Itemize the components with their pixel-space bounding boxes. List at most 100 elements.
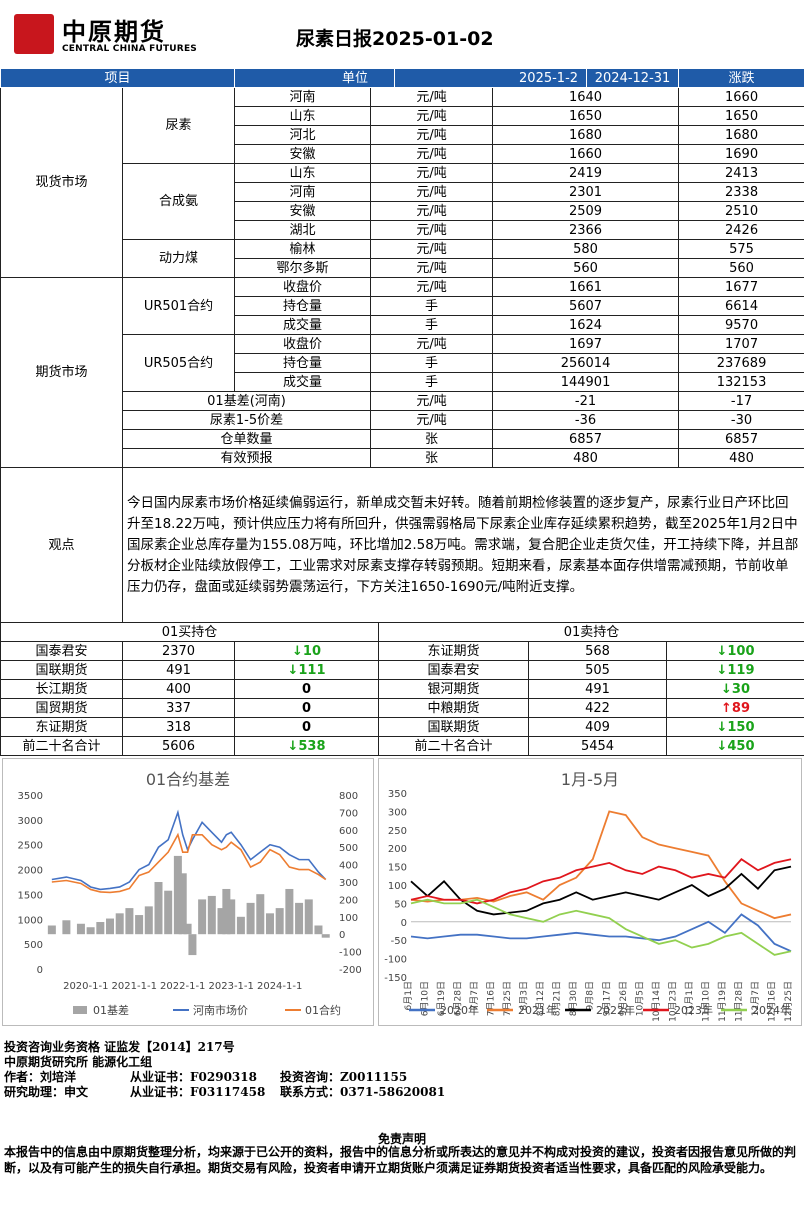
y-tick: 100 <box>388 881 407 892</box>
row-unit: 元/吨 <box>370 182 494 202</box>
change-arrow: ↓ <box>716 738 728 754</box>
y-tick: 300 <box>388 807 407 818</box>
row-unit: 手 <box>370 315 494 335</box>
row-value1: -21 <box>492 391 680 411</box>
long-title: 01买持仓 <box>0 622 379 642</box>
row-name: 持仓量 <box>234 353 372 373</box>
row-value1: 480 <box>492 448 680 468</box>
x-tick: 2024-1-1 <box>257 981 302 992</box>
y-tick-left: 2000 <box>18 866 43 877</box>
row-unit: 元/吨 <box>370 220 494 240</box>
basis-bar <box>154 882 163 935</box>
short-broker: 前二十名合计 <box>378 736 529 756</box>
row-value1: 1624 <box>492 315 680 335</box>
y-tick-right: 700 <box>339 808 358 819</box>
x-tick: 2021-1-1 <box>112 981 157 992</box>
y-tick-left: 3500 <box>18 791 43 802</box>
logo-text: 中原期货 <box>62 17 166 46</box>
change-value: 10 <box>302 643 321 659</box>
y-tick: -100 <box>384 955 407 966</box>
y-tick: -150 <box>384 973 407 984</box>
row-name: 山东 <box>234 106 372 126</box>
y-tick-left: 0 <box>37 965 43 976</box>
long-value: 337 <box>122 698 235 718</box>
row-value1: 1650 <box>492 106 680 126</box>
x-tick: 8月3日 <box>519 981 530 1010</box>
group-label: 尿素 <box>121 87 236 164</box>
x-tick: 10月14日 <box>651 981 662 1022</box>
basis-bar <box>236 916 245 935</box>
row-value1: 1660 <box>492 144 680 164</box>
basis-bar <box>135 915 144 935</box>
row-value2: -17 <box>678 391 804 411</box>
row-name: 收盘价 <box>234 277 372 297</box>
long-value: 2370 <box>122 641 235 661</box>
short-value: 491 <box>528 679 667 699</box>
x-tick: 9月17日 <box>601 981 612 1016</box>
row-value1: 6857 <box>492 429 680 449</box>
y-tick-right: -100 <box>339 948 362 959</box>
section-label: 期货市场 <box>0 277 123 468</box>
long-change: ↓538 <box>234 736 379 756</box>
row-value2: 2413 <box>678 163 804 183</box>
row-value1: 256014 <box>492 353 680 373</box>
legend-label: 2022年 <box>596 1003 635 1017</box>
row-value1: 1640 <box>492 87 680 107</box>
chart-title: 01合约基差 <box>146 770 230 789</box>
row-value2: 237689 <box>678 353 804 373</box>
legend-label: 01基差 <box>93 1003 129 1017</box>
change-value: 100 <box>727 643 755 659</box>
row-name: 安徽 <box>234 201 372 221</box>
y-tick: 200 <box>388 844 407 855</box>
short-change: ↓30 <box>666 679 804 699</box>
short-title: 01卖持仓 <box>378 622 804 642</box>
legend-label: 2020年 <box>440 1003 479 1017</box>
y-tick-right: -200 <box>339 965 362 976</box>
row-name: 河南 <box>234 182 372 202</box>
row-value1: 1661 <box>492 277 680 297</box>
disclaimer-title: 免责声明 <box>377 1132 426 1146</box>
series-line <box>51 809 327 891</box>
x-tick: 10月23日 <box>667 981 678 1022</box>
short-change: ↓450 <box>666 736 804 756</box>
row-unit: 元/吨 <box>370 239 494 259</box>
footer-contact: 联系方式：0371-58620081 <box>280 1085 446 1099</box>
row-value1: 5607 <box>492 296 680 316</box>
long-broker: 国泰君安 <box>0 641 123 661</box>
change-arrow: ↓ <box>716 662 728 678</box>
long-broker: 长江期货 <box>0 679 123 699</box>
x-tick: 8月12日 <box>535 981 546 1016</box>
basis-bar <box>125 908 134 935</box>
row-value2: 1660 <box>678 87 804 107</box>
y-tick: 250 <box>388 826 407 837</box>
long-change: 0 <box>234 679 379 699</box>
row-name: 山东 <box>234 163 372 183</box>
row-name: 成交量 <box>234 315 372 335</box>
row-value2: -30 <box>678 410 804 430</box>
row-value2: 6857 <box>678 429 804 449</box>
table-row: 01基差(河南)元/吨-21-17↓4 <box>1 391 804 411</box>
spread-chart-svg: 1月-5月 -150 -100 -50 0 50 100 150 200 250 300 350 6月1… <box>384 770 794 1022</box>
short-broker: 国联期货 <box>378 717 529 737</box>
long-change: 0 <box>234 698 379 718</box>
row-value2: 480 <box>678 448 804 468</box>
long-value: 400 <box>122 679 235 699</box>
x-tick: 6月1日 <box>403 981 414 1010</box>
row-value1: 2419 <box>492 163 680 183</box>
row-name: 榆林 <box>234 239 372 259</box>
row-value2: 9570 <box>678 315 804 335</box>
row-value1: 560 <box>492 258 680 278</box>
row-name: 持仓量 <box>234 296 372 316</box>
row-name: 河北 <box>234 125 372 145</box>
y-tick-right: 300 <box>339 878 358 889</box>
position-row: 东证期货 318 0 国联期货 409 ↓150 <box>0 717 804 737</box>
disclaimer-text: 本报告中的信息由中原期货整理分析，均来源于已公开的资料，报告中的信息分析或所表达… <box>4 1145 797 1175</box>
row-name: 仓单数量 <box>121 429 372 449</box>
long-broker: 国联期货 <box>0 660 123 680</box>
change-arrow: ↓ <box>292 643 303 659</box>
row-unit: 元/吨 <box>370 106 494 126</box>
x-tick: 7月7日 <box>469 981 480 1010</box>
